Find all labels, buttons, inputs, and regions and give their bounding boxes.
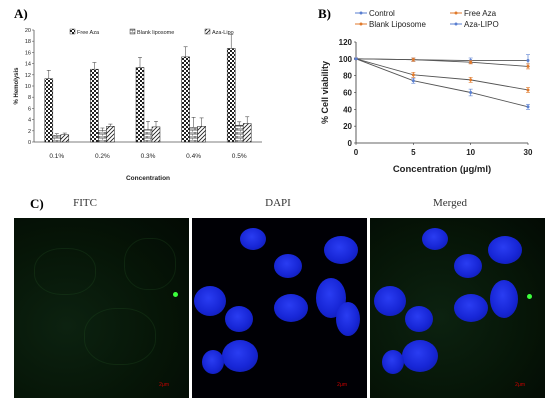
y-tick-label: 10 — [25, 84, 31, 90]
scale-bar-label: 2μm — [515, 382, 525, 388]
data-point — [411, 58, 415, 62]
bar — [135, 67, 145, 143]
data-point — [469, 91, 473, 94]
x-tick-label: 0 — [354, 148, 359, 157]
bar — [226, 48, 236, 143]
merged-micrograph: 2μm — [370, 218, 545, 398]
data-point — [469, 60, 473, 64]
y-tick-label: 8 — [28, 95, 31, 101]
y-tick-label: 18 — [25, 39, 31, 45]
bar — [181, 56, 190, 143]
legend-marker — [359, 11, 363, 15]
legend-swatch — [204, 28, 211, 35]
legend-label: Blank Liposome — [369, 20, 426, 29]
bar — [143, 129, 153, 143]
x-tick-label: 30 — [524, 148, 533, 157]
x-tick-label: 10 — [466, 148, 475, 157]
scale-bar-label: 2μm — [337, 382, 347, 388]
legend-marker — [454, 11, 458, 15]
x-tick-label: 0.4% — [186, 153, 201, 160]
y-tick-label: 20 — [25, 28, 31, 34]
y-tick-label: 20 — [343, 122, 352, 131]
y-tick-label: 2 — [28, 129, 31, 135]
x-tick-label: 0.3% — [141, 153, 156, 160]
panel-c-label: C) — [30, 196, 44, 211]
bar — [234, 124, 244, 143]
y-tick-label: 60 — [343, 89, 352, 98]
legend-label: Free Aza — [77, 30, 100, 36]
bar — [52, 135, 62, 143]
green-spot — [527, 294, 532, 299]
series-line — [355, 58, 529, 108]
bar — [242, 123, 252, 143]
legend-label: Free Aza — [464, 9, 497, 18]
data-point — [526, 88, 530, 92]
data-point — [411, 79, 415, 83]
merged-title: Merged — [432, 197, 467, 209]
hemolysis-bar-chart: 0 2 4 6 8 10 12 14 16 18 20 % Hemolysis Concentratio… — [14, 28, 262, 182]
bar — [90, 68, 99, 143]
bar — [151, 126, 161, 143]
series-line — [355, 58, 529, 91]
y-tick-label: 0 — [348, 139, 353, 148]
bar — [197, 126, 206, 143]
y-axis-label: % Hemolysis — [14, 67, 20, 105]
data-point — [526, 59, 530, 63]
legend-marker — [454, 22, 458, 26]
data-point — [469, 78, 473, 82]
bar — [189, 127, 198, 143]
fitc-micrograph: 2μm — [14, 218, 189, 398]
y-tick-label: 6 — [28, 106, 31, 112]
legend-swatch — [69, 28, 76, 35]
data-point — [526, 105, 530, 109]
legend-label: Blank liposome — [137, 30, 174, 36]
legend-swatch — [129, 28, 136, 35]
data-point — [354, 57, 358, 61]
panel-a-label: A) — [14, 6, 28, 21]
y-tick-label: 120 — [339, 38, 353, 47]
series-line — [355, 58, 529, 67]
legend-label: Control — [369, 9, 395, 18]
y-tick-label: 4 — [28, 118, 31, 124]
x-axis-label: Concentration — [126, 175, 170, 182]
data-point — [526, 64, 530, 68]
x-tick-label: 0.1% — [49, 153, 64, 160]
y-tick-label: 0 — [28, 140, 31, 146]
y-tick-label: 40 — [343, 105, 352, 114]
bar — [106, 126, 115, 143]
y-tick-label: 14 — [25, 62, 31, 68]
bar — [98, 130, 107, 143]
y-tick-label: 12 — [25, 73, 31, 79]
x-axis-label: Concentration (µg/ml) — [393, 164, 491, 175]
y-tick-label: 100 — [339, 55, 353, 64]
data-point — [411, 73, 415, 77]
dapi-title: DAPI — [265, 197, 291, 209]
legend-marker — [359, 22, 363, 26]
scale-bar-label: 2μm — [159, 382, 169, 388]
legend-label: Aza-Lipo — [212, 30, 234, 36]
green-spot — [173, 292, 178, 297]
cell-viability-line-chart: 0 20 40 60 80 100 120 0 5 10 30 % Cell viability Con… — [320, 9, 533, 175]
bar — [44, 78, 54, 143]
panel-b-label: B) — [318, 6, 331, 21]
x-tick-label: 0.2% — [95, 153, 110, 160]
y-tick-label: 80 — [343, 72, 352, 81]
fitc-title: FITC — [73, 197, 97, 209]
bar — [60, 134, 70, 143]
legend-label: Aza-LIPO — [464, 20, 499, 29]
x-tick-label: 0.5% — [232, 153, 247, 160]
y-tick-label: 16 — [25, 50, 31, 56]
x-tick-label: 5 — [411, 148, 416, 157]
dapi-micrograph: 2μm — [192, 218, 367, 398]
y-axis-label: % Cell viability — [320, 61, 330, 124]
